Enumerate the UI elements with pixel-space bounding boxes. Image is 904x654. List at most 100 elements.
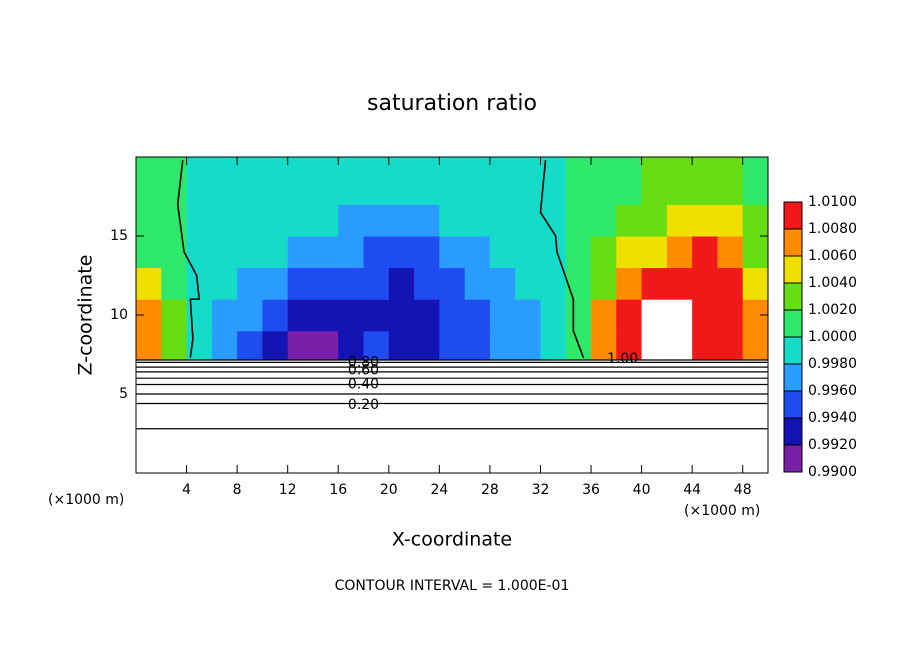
x-tick-label: 28 xyxy=(481,482,499,498)
colorbar-label: 1.0020 xyxy=(808,302,857,318)
field-cell xyxy=(186,204,213,237)
field-cell xyxy=(312,236,339,269)
field-cell xyxy=(388,236,415,269)
field-cell xyxy=(641,157,668,205)
field-cell xyxy=(717,299,744,332)
field-cell xyxy=(414,299,440,332)
field-cell xyxy=(464,157,491,205)
field-cell xyxy=(464,267,491,300)
field-cell xyxy=(591,236,617,269)
field-cell xyxy=(666,330,693,360)
field-cell xyxy=(591,267,617,300)
field-cell xyxy=(641,236,668,269)
field-cell xyxy=(287,204,314,237)
field-cell xyxy=(136,204,162,237)
field-cell xyxy=(363,267,390,300)
field-cell xyxy=(136,157,162,205)
colorbar-band xyxy=(784,364,802,392)
field-cell xyxy=(262,157,289,205)
field-cell xyxy=(439,267,466,300)
field-cell xyxy=(414,236,440,269)
colorbar-label: 1.0040 xyxy=(808,275,857,291)
field-cell xyxy=(717,267,744,300)
x-tick-label: 24 xyxy=(430,482,448,498)
field-cell xyxy=(515,236,541,269)
colorbar-band xyxy=(784,391,802,419)
field-cell xyxy=(161,299,188,332)
field-cell xyxy=(439,299,466,332)
contour-label: 0.60 xyxy=(348,362,379,378)
colorbar-label: 0.9980 xyxy=(808,356,857,372)
field-cell xyxy=(464,330,491,360)
colorbar-label: 0.9900 xyxy=(808,464,857,480)
field-cell xyxy=(136,267,162,300)
x-tick-label: 20 xyxy=(380,482,398,498)
field-cell xyxy=(692,330,718,360)
field-cell xyxy=(515,330,541,360)
field-cell xyxy=(287,157,314,205)
field-cell xyxy=(692,204,718,237)
field-cell xyxy=(692,299,718,332)
field-cell xyxy=(666,204,693,237)
field-cell xyxy=(616,267,643,300)
field-cell xyxy=(641,330,668,360)
x-axis-label: X-coordinate xyxy=(392,529,512,551)
field-cell xyxy=(616,299,643,332)
field-cell xyxy=(742,204,769,237)
field-cell xyxy=(237,204,263,237)
colorbar-band xyxy=(784,445,802,473)
field-cell xyxy=(338,204,365,237)
field-cell xyxy=(262,299,289,332)
field-cell xyxy=(262,330,289,360)
field-cell xyxy=(186,236,213,269)
field-cell xyxy=(464,299,491,332)
field-cell xyxy=(363,204,390,237)
field-cell xyxy=(211,299,238,332)
field-cell xyxy=(237,157,263,205)
contour-label: 0.40 xyxy=(348,377,379,393)
field-cell xyxy=(211,267,238,300)
field-cell xyxy=(388,330,415,360)
field-cell xyxy=(591,299,617,332)
field-cell xyxy=(363,157,390,205)
field-cell xyxy=(616,330,643,360)
colorbar-band xyxy=(784,202,802,230)
contour-label: 0.80 xyxy=(348,354,379,370)
field-cell xyxy=(161,330,188,360)
field-cell xyxy=(211,204,238,237)
field-cell xyxy=(363,236,390,269)
field-cell xyxy=(717,330,744,360)
colorbar-label: 1.0060 xyxy=(808,248,857,264)
field-cell xyxy=(211,157,238,205)
colorbar-label: 1.0080 xyxy=(808,221,857,237)
field-cell xyxy=(641,267,668,300)
field-cell xyxy=(439,330,466,360)
colorbar-band xyxy=(784,229,802,257)
field-cell xyxy=(489,157,516,205)
field-cell xyxy=(489,267,516,300)
colorbar-label: 0.9920 xyxy=(808,437,857,453)
x-tick-label: 32 xyxy=(532,482,550,498)
y-axis-label: Z-coordinate xyxy=(75,255,97,376)
colorbar-band xyxy=(784,418,802,446)
field-cell xyxy=(388,267,415,300)
field-cell xyxy=(211,236,238,269)
field-cell xyxy=(363,299,390,332)
footnote: CONTOUR INTERVAL = 1.000E-01 xyxy=(335,578,570,594)
field-cell xyxy=(717,236,744,269)
field-cell xyxy=(338,330,365,360)
field-cell xyxy=(692,157,718,205)
colorbar-band xyxy=(784,256,802,284)
field-cell xyxy=(312,330,339,360)
x-tick-label: 8 xyxy=(233,482,242,498)
contour-line xyxy=(176,160,201,358)
field-cell xyxy=(312,157,339,205)
field-cell xyxy=(388,299,415,332)
chart-title: saturation ratio xyxy=(367,91,537,116)
field-cell xyxy=(237,330,263,360)
x-tick-label: 4 xyxy=(182,482,191,498)
field-cell xyxy=(641,204,668,237)
field-cell xyxy=(338,236,365,269)
colorbar-band xyxy=(784,310,802,338)
